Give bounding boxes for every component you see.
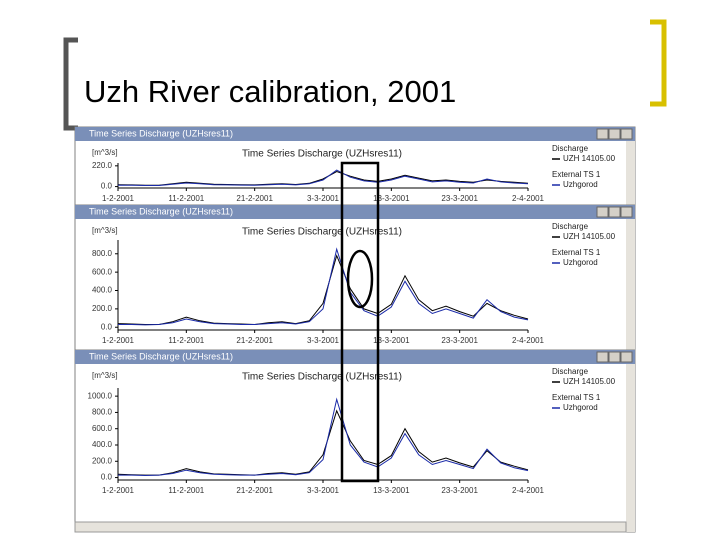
- window-button: [608, 351, 621, 363]
- window-button: [620, 128, 633, 140]
- legend-name: External TS 1: [552, 248, 601, 257]
- y-tick-label: 200.0: [92, 304, 113, 313]
- window-button: [596, 206, 609, 218]
- legend-name: External TS 1: [552, 393, 601, 402]
- y-tick-label: 0.0: [101, 473, 113, 482]
- window-button: [596, 128, 609, 140]
- window-button: [608, 206, 621, 218]
- x-tick-label: 13-3-2001: [373, 194, 410, 203]
- highlight-ellipse: [346, 249, 374, 309]
- legend-station: Uzhgorod: [563, 403, 598, 412]
- legend-station: Uzhgorod: [563, 258, 598, 267]
- title-bar: [75, 205, 635, 219]
- x-tick-label: 11-2-2001: [168, 194, 204, 203]
- window-title: Time Series Discharge (UZHsres11): [89, 206, 233, 216]
- x-tick-label: 21-2-2001: [236, 194, 273, 203]
- y-axis-label: [m^3/s]: [92, 371, 118, 380]
- window-button: [596, 351, 609, 363]
- chart-title: Time Series Discharge (UZHsres11): [242, 372, 402, 383]
- x-tick-label: 23-3-2001: [441, 336, 478, 345]
- legend-name: External TS 1: [552, 170, 601, 179]
- y-tick-label: 400.0: [92, 286, 113, 295]
- x-tick-label: 2-4-2001: [512, 336, 545, 345]
- x-tick-label: 13-3-2001: [373, 486, 410, 495]
- x-tick-label: 3-3-2001: [307, 486, 340, 495]
- legend-station: UZH 14105.00: [563, 377, 616, 386]
- window-button: [620, 351, 633, 363]
- h-scrollbar: [74, 521, 627, 533]
- y-tick-label: 220.0: [92, 161, 113, 170]
- series-line: [117, 169, 529, 186]
- x-tick-label: 2-4-2001: [512, 194, 545, 203]
- window: [74, 204, 636, 351]
- series-line: [118, 397, 529, 477]
- window-title: Time Series Discharge (UZHsres11): [89, 351, 233, 361]
- legend-station: Uzhgorod: [563, 180, 598, 189]
- legend-station: UZH 14105.00: [563, 232, 616, 241]
- y-tick-label: 600.0: [92, 267, 113, 276]
- window-button: [620, 206, 633, 218]
- y-axis-label: [m^3/s]: [92, 226, 118, 235]
- x-tick-label: 21-2-2001: [236, 336, 273, 345]
- scrollbar: [626, 364, 635, 532]
- y-tick-label: 1000.0: [88, 391, 113, 400]
- x-tick-label: 13-3-2001: [373, 336, 410, 345]
- x-tick-label: 11-2-2001: [168, 336, 204, 345]
- y-tick-label: 0.0: [101, 182, 113, 191]
- series-line: [117, 170, 529, 186]
- x-tick-label: 1-2-2001: [102, 194, 135, 203]
- x-tick-label: 21-2-2001: [236, 486, 273, 495]
- window-title: Time Series Discharge (UZHsres11): [89, 128, 233, 138]
- series-line: [117, 254, 529, 326]
- y-axis-label: [m^3/s]: [92, 148, 118, 157]
- bracket-right: [650, 19, 667, 107]
- x-tick-label: 23-3-2001: [441, 194, 478, 203]
- x-tick-label: 11-2-2001: [168, 486, 204, 495]
- chart-title: Time Series Discharge (UZHsres11): [242, 149, 402, 160]
- series-line: [117, 409, 529, 476]
- legend-name: Discharge: [552, 367, 589, 376]
- legend-station: UZH 14105.00: [563, 154, 616, 163]
- x-tick-label: 1-2-2001: [102, 486, 135, 495]
- slide-title: Uzh River calibration, 2001: [84, 74, 456, 109]
- legend-name: Discharge: [552, 222, 589, 231]
- series-line: [118, 247, 529, 326]
- x-tick-label: 3-3-2001: [307, 336, 340, 345]
- window-button: [608, 128, 621, 140]
- window: [74, 349, 636, 533]
- screenshot: Time Series Discharge (UZHsres11) [m^3/s]…: [74, 126, 636, 533]
- y-tick-label: 600.0: [92, 424, 113, 433]
- x-tick-label: 3-3-2001: [307, 194, 340, 203]
- x-tick-label: 2-4-2001: [512, 486, 545, 495]
- scrollbar: [626, 219, 635, 350]
- title-bar: [75, 127, 635, 141]
- y-tick-label: 800.0: [92, 408, 113, 417]
- y-tick-label: 800.0: [92, 249, 113, 258]
- x-tick-label: 1-2-2001: [102, 336, 135, 345]
- title-bar: [75, 350, 635, 364]
- y-tick-label: 0.0: [101, 322, 113, 331]
- chart-title: Time Series Discharge (UZHsres11): [242, 227, 402, 238]
- legend-name: Discharge: [552, 144, 589, 153]
- y-tick-label: 400.0: [92, 440, 113, 449]
- scrollbar: [626, 141, 635, 205]
- bracket-left: [63, 37, 78, 131]
- y-tick-label: 200.0: [92, 456, 113, 465]
- highlight-box: [340, 161, 380, 483]
- x-tick-label: 23-3-2001: [441, 486, 478, 495]
